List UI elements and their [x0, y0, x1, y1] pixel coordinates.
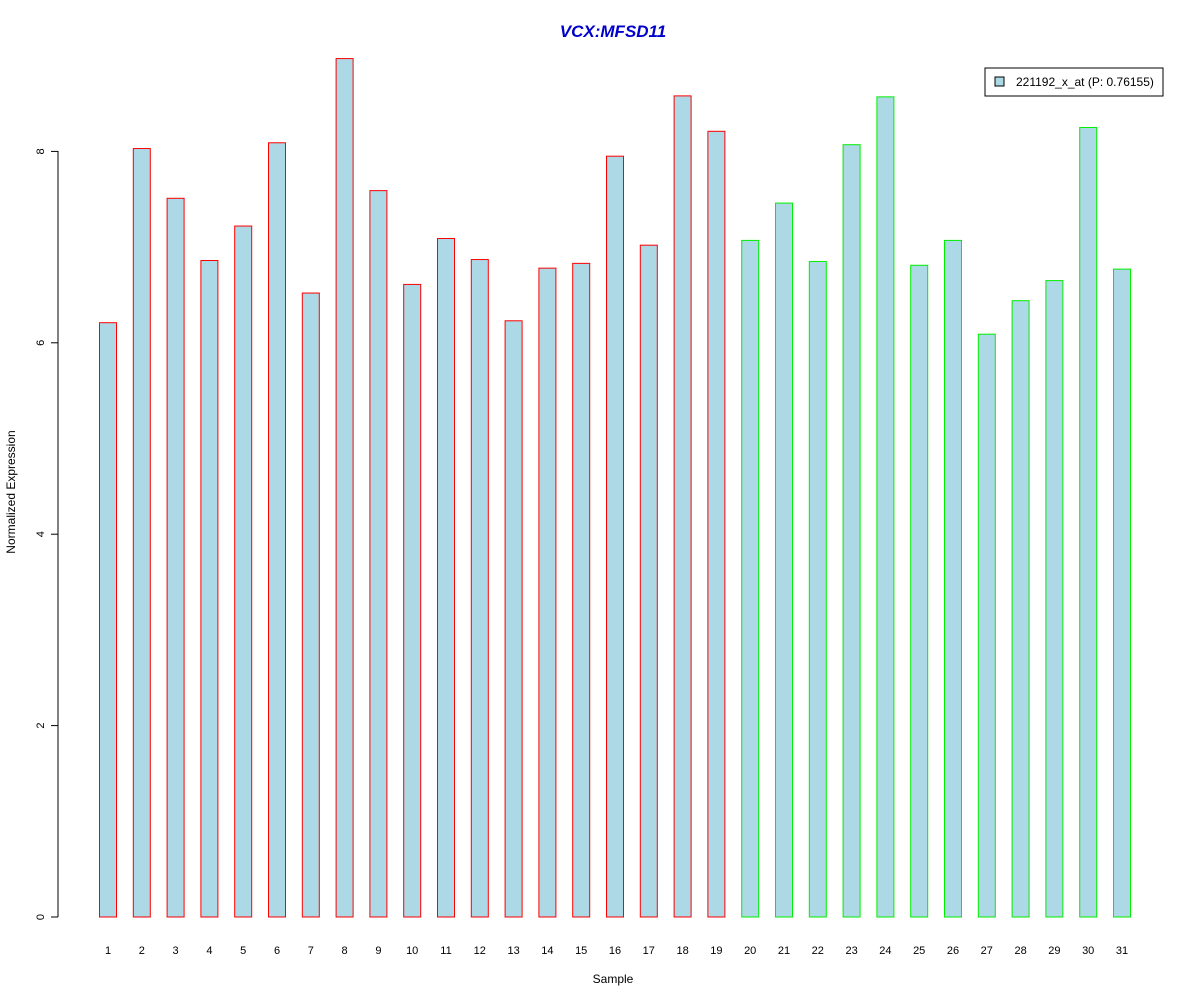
- x-tick-label: 26: [947, 945, 959, 957]
- x-tick-label: 17: [643, 945, 655, 957]
- x-tick-label: 29: [1048, 945, 1060, 957]
- bar-sample-20: [741, 239, 760, 918]
- bar-sample-11: [437, 237, 455, 918]
- x-tick-labels: 1 2 3 4 5 6 7 8 9 10 11 12 13 14 15 16 17 18 19 20 21 22 23 24 2…: [105, 945, 1128, 957]
- x-tick-label: 7: [308, 945, 314, 957]
- legend: 221192_x_at (P: 0.76155): [984, 67, 1164, 97]
- x-tick-label: 15: [575, 945, 587, 957]
- x-tick-label: 4: [206, 945, 212, 957]
- bar-sample-4: [200, 259, 219, 918]
- x-tick-label: 30: [1082, 945, 1094, 957]
- x-tick-label: 12: [474, 945, 486, 957]
- x-tick-label: 25: [913, 945, 925, 957]
- bar-sample-8: [335, 58, 354, 918]
- bar-sample-25: [910, 264, 929, 918]
- bars: [99, 58, 1131, 918]
- x-tick-label: 21: [778, 945, 790, 957]
- y-tick-label: 8: [35, 148, 47, 154]
- x-tick-label: 8: [342, 945, 348, 957]
- x-tick-label: 16: [609, 945, 621, 957]
- bar-sample-23: [842, 144, 861, 918]
- x-tick-label: 3: [173, 945, 179, 957]
- bar-sample-2: [132, 148, 151, 918]
- bar-sample-13: [504, 320, 523, 918]
- bar-sample-10: [403, 283, 422, 918]
- x-tick-label: 9: [375, 945, 381, 957]
- x-tick-label: 22: [812, 945, 824, 957]
- x-tick-label: 6: [274, 945, 280, 957]
- bar-sample-6: [268, 142, 286, 918]
- y-ticks: 0 2 4 6 8: [35, 148, 58, 920]
- bar-sample-18: [673, 95, 692, 918]
- bar-sample-27: [977, 333, 996, 918]
- bar-sample-12: [470, 259, 489, 918]
- y-axis-title: Normalized Expression: [4, 430, 18, 553]
- bar-sample-24: [876, 96, 895, 918]
- legend-swatch: [994, 76, 1005, 87]
- x-tick-label: 11: [440, 945, 451, 957]
- bar-sample-26: [944, 239, 962, 918]
- y-tick-label: 4: [35, 531, 47, 537]
- x-tick-label: 24: [879, 945, 891, 957]
- x-axis-title: Sample: [593, 972, 634, 986]
- bar-sample-5: [234, 225, 253, 918]
- legend-label: 221192_x_at (P: 0.76155): [1016, 75, 1154, 89]
- x-tick-label: 14: [541, 945, 553, 957]
- legend-box: [984, 67, 1164, 97]
- x-tick-label: 23: [845, 945, 857, 957]
- bar-sample-28: [1011, 300, 1030, 918]
- bar-sample-31: [1113, 268, 1131, 918]
- x-tick-label: 27: [981, 945, 993, 957]
- bar-sample-19: [707, 130, 726, 918]
- bar-sample-9: [369, 190, 388, 918]
- bar-sample-14: [538, 267, 557, 918]
- bar-sample-16: [606, 155, 624, 918]
- bar-sample-29: [1045, 280, 1064, 918]
- x-tick-label: 19: [710, 945, 722, 957]
- bar-sample-17: [639, 244, 658, 918]
- x-tick-label: 2: [139, 945, 145, 957]
- y-tick-label: 6: [35, 340, 47, 346]
- x-tick-label: 18: [676, 945, 688, 957]
- bar-sample-3: [166, 197, 185, 918]
- bar-sample-15: [572, 262, 591, 918]
- x-tick-label: 28: [1014, 945, 1026, 957]
- x-tick-label: 20: [744, 945, 756, 957]
- x-tick-label: 1: [105, 945, 111, 957]
- x-tick-label: 10: [406, 945, 418, 957]
- bar-sample-1: [99, 322, 117, 918]
- x-tick-label: 5: [240, 945, 246, 957]
- y-tick-label: 2: [35, 723, 47, 729]
- y-tick-label: 0: [35, 914, 47, 920]
- bar-sample-21: [775, 202, 793, 918]
- bar-sample-30: [1079, 126, 1098, 918]
- x-tick-label: 31: [1116, 945, 1128, 957]
- bar-sample-22: [808, 260, 827, 918]
- bar-sample-7: [301, 292, 320, 918]
- chart-title: VCX:MFSD11: [560, 22, 666, 41]
- x-tick-label: 13: [507, 945, 519, 957]
